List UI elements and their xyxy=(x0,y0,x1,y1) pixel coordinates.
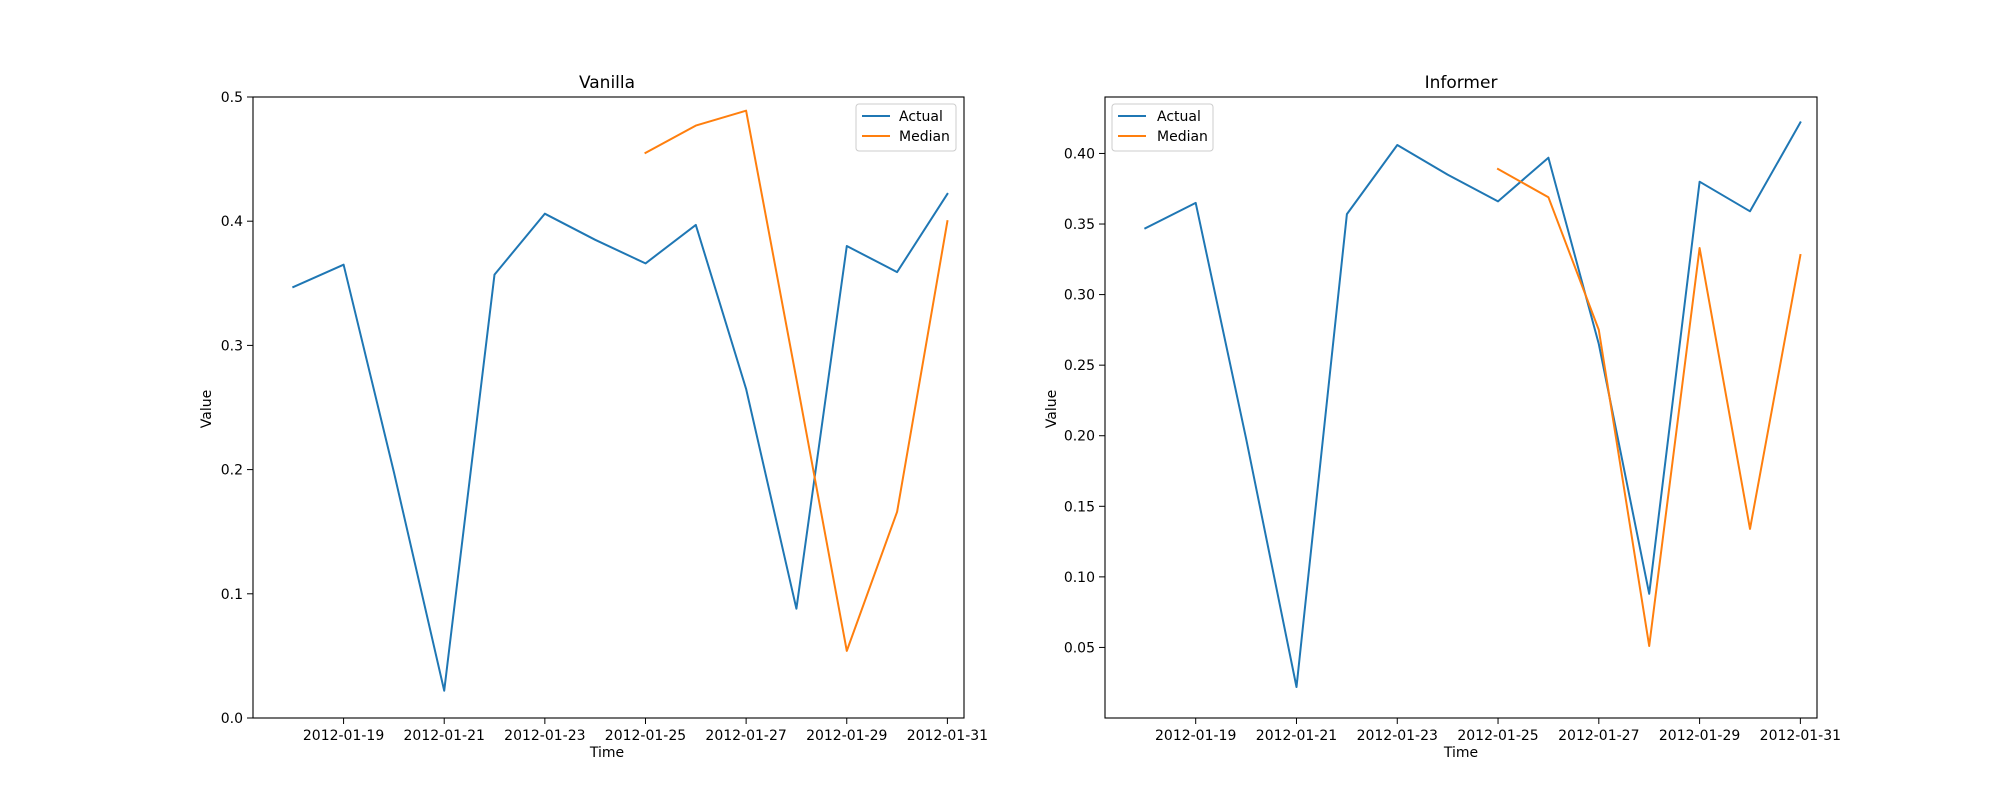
informer-plot-area xyxy=(1143,121,1802,688)
vanilla-chart-title: Vanilla xyxy=(579,73,635,93)
informer-x-tick-label: 2012-01-25 xyxy=(1457,728,1538,744)
vanilla-series-actual-line xyxy=(291,192,949,692)
informer-x-tick-label: 2012-01-27 xyxy=(1558,728,1639,744)
vanilla-y-axis-label: Value xyxy=(199,390,215,428)
informer-legend-actual-label: Actual xyxy=(1157,109,1201,125)
informer-y-tick-label: 0.40 xyxy=(1064,146,1095,162)
informer-x-tick-label: 2012-01-19 xyxy=(1155,728,1236,744)
informer-ticks: 0.05 0.10 0.15 0.20 0.25 0.30 0.35 0.40 2012-01-… xyxy=(1064,146,1841,744)
informer-legend-median-label: Median xyxy=(1157,129,1208,145)
vanilla-legend: Actual Median xyxy=(855,103,957,152)
informer-x-axis-label: Time xyxy=(1443,745,1478,761)
informer-y-tick-label: 0.30 xyxy=(1064,288,1095,304)
vanilla-series-median-line xyxy=(644,109,949,652)
informer-series-actual-line xyxy=(1143,121,1802,688)
vanilla-y-tick-label: 0.4 xyxy=(221,214,243,230)
vanilla-y-tick-label: 0.3 xyxy=(221,338,243,354)
informer-y-tick-label: 0.10 xyxy=(1064,570,1095,586)
informer-x-tick-label: 2012-01-21 xyxy=(1256,728,1337,744)
vanilla-x-tick-label: 2012-01-19 xyxy=(303,728,384,744)
informer-x-tick-label: 2012-01-29 xyxy=(1659,728,1740,744)
informer-y-tick-label: 0.25 xyxy=(1064,358,1095,374)
informer-legend: Actual Median xyxy=(1111,103,1214,152)
vanilla-x-tick-label: 2012-01-29 xyxy=(806,728,887,744)
vanilla-x-axis-label: Time xyxy=(589,745,624,761)
informer-panel: Informer Time Value 0.05 0.10 0.15 0.20 0.25… xyxy=(1044,73,1841,761)
informer-y-tick-label: 0.35 xyxy=(1064,217,1095,233)
informer-axes-frame xyxy=(1104,96,1818,719)
informer-x-tick-label: 2012-01-23 xyxy=(1357,728,1438,744)
informer-y-tick-label: 0.20 xyxy=(1064,429,1095,445)
vanilla-legend-actual-label: Actual xyxy=(899,109,943,125)
vanilla-panel: Vanilla Time Value 0.0 0.1 0.2 0.3 0.4 0.5 201… xyxy=(199,73,988,761)
informer-y-tick-label: 0.15 xyxy=(1064,499,1095,515)
vanilla-y-tick-label: 0.1 xyxy=(221,587,243,603)
vanilla-axes-frame xyxy=(252,96,965,719)
vanilla-legend-median-label: Median xyxy=(899,129,950,145)
informer-y-axis-label: Value xyxy=(1044,390,1060,428)
vanilla-y-tick-label: 0.5 xyxy=(221,90,243,106)
informer-chart-title: Informer xyxy=(1425,73,1498,93)
vanilla-x-tick-label: 2012-01-23 xyxy=(504,728,585,744)
informer-y-tick-label: 0.05 xyxy=(1064,640,1095,656)
vanilla-x-tick-label: 2012-01-27 xyxy=(705,728,786,744)
vanilla-plot-area xyxy=(291,109,949,692)
vanilla-x-tick-label: 2012-01-21 xyxy=(404,728,485,744)
vanilla-y-tick-label: 0.2 xyxy=(221,463,243,479)
informer-series-median-line xyxy=(1496,167,1802,647)
vanilla-y-tick-label: 0.0 xyxy=(221,711,243,727)
vanilla-x-tick-label: 2012-01-31 xyxy=(907,728,988,744)
vanilla-x-tick-label: 2012-01-25 xyxy=(605,728,686,744)
vanilla-ticks: 0.0 0.1 0.2 0.3 0.4 0.5 2012-01-19 2012-01-21 20… xyxy=(221,90,988,744)
informer-x-tick-label: 2012-01-31 xyxy=(1760,728,1841,744)
